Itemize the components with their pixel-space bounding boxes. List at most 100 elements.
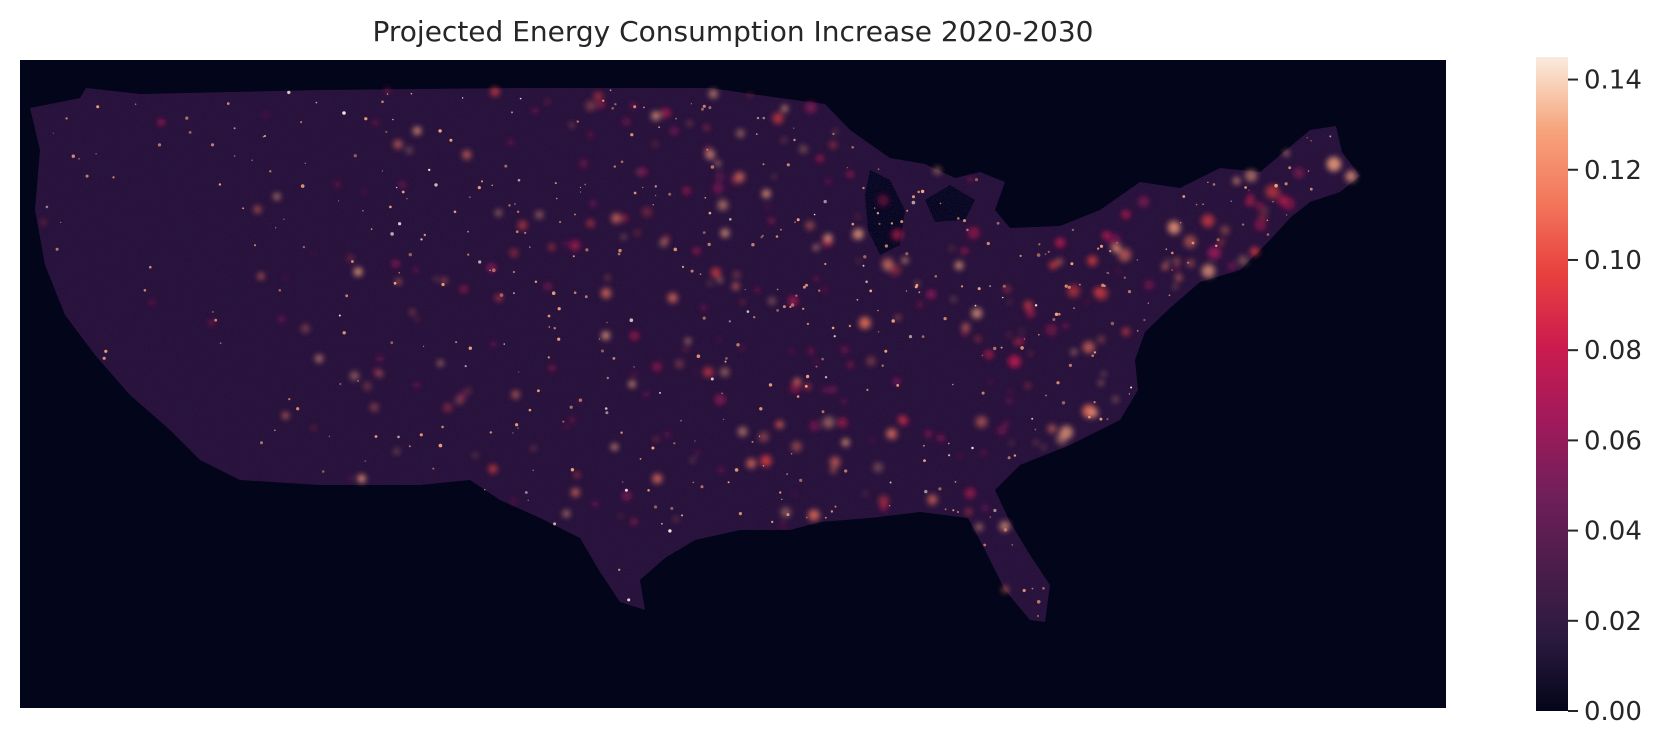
speck [1031,417,1034,420]
speck [786,473,789,476]
hotspot [357,474,366,483]
speck [775,235,779,238]
hotspot [1082,341,1095,354]
hotspot [1173,258,1180,265]
hotspot [376,370,383,377]
speck [1036,600,1041,604]
speck [1123,276,1126,279]
speck [963,219,966,223]
hotspot [740,300,745,304]
speck [562,420,565,423]
hotspot [1118,248,1132,262]
speck [694,440,696,442]
hotspot [507,139,514,146]
speck [1136,259,1139,261]
hotspot [700,304,707,311]
hotspot [587,131,594,138]
hotspot [1033,440,1039,445]
speck [484,489,486,491]
speck [806,516,808,519]
hotspot [571,488,580,497]
speck [1241,223,1245,226]
hotspot [950,246,954,250]
speck [1022,588,1026,593]
speck [408,252,412,257]
speck [512,270,515,274]
speck [983,543,987,547]
speck [725,357,728,360]
hotspot [334,181,341,188]
colorbar-tick-label: 0.06 [1584,426,1642,456]
hotspot [821,386,829,394]
hotspot [961,247,968,255]
hotspot [833,129,838,134]
speck [557,307,561,311]
hotspot [898,415,906,424]
speck [661,522,663,525]
hotspot [967,226,980,239]
hotspot [748,93,752,97]
speck [793,138,796,142]
speck [888,505,891,507]
colorbar-tick-label: 0.02 [1584,607,1642,637]
speck [833,335,836,338]
hotspot [1207,246,1221,260]
hotspot [535,210,544,219]
colorbar-tick-label: 0.04 [1584,517,1642,547]
hotspot [393,139,403,149]
speck [654,194,657,197]
speck [602,99,605,102]
hotspot [1201,264,1216,278]
speck [578,398,583,402]
speck [639,458,642,460]
speck [423,345,425,347]
speck [771,520,774,523]
speck [986,241,990,246]
hotspot [628,380,636,388]
speck [620,160,624,164]
speck [573,291,577,294]
hotspot [651,111,661,121]
speck [851,222,855,226]
hotspot [593,91,603,101]
hotspot [814,360,818,365]
hotspot [1107,233,1121,247]
speck [1007,456,1011,460]
hotspot [564,424,569,429]
speck [210,143,215,147]
hotspot [1071,349,1077,355]
hotspot [1326,156,1342,172]
speck [624,488,628,492]
speck [736,343,740,347]
speck [468,346,472,350]
speck [1288,166,1292,170]
hotspot [781,137,787,143]
speck [489,269,491,272]
speck [304,162,306,164]
speck [517,427,519,429]
speck [708,211,712,215]
hotspot [1047,424,1057,434]
speck [710,377,714,381]
hotspot [311,251,315,255]
speck [866,388,869,391]
speck [338,200,340,202]
hotspot [1183,235,1197,248]
speck [570,468,575,472]
hotspot [809,420,820,432]
speck [618,248,622,253]
speck [321,470,325,473]
speck [629,318,634,323]
hotspot [984,349,994,359]
hotspot [569,416,576,424]
speck [212,311,214,313]
speck [478,260,482,264]
speck [438,443,443,448]
speck [515,423,519,427]
hotspot [1186,259,1195,268]
hotspot [813,275,820,282]
speck [1171,269,1173,271]
speck [668,529,672,533]
speck [491,184,494,187]
speck [386,93,389,95]
